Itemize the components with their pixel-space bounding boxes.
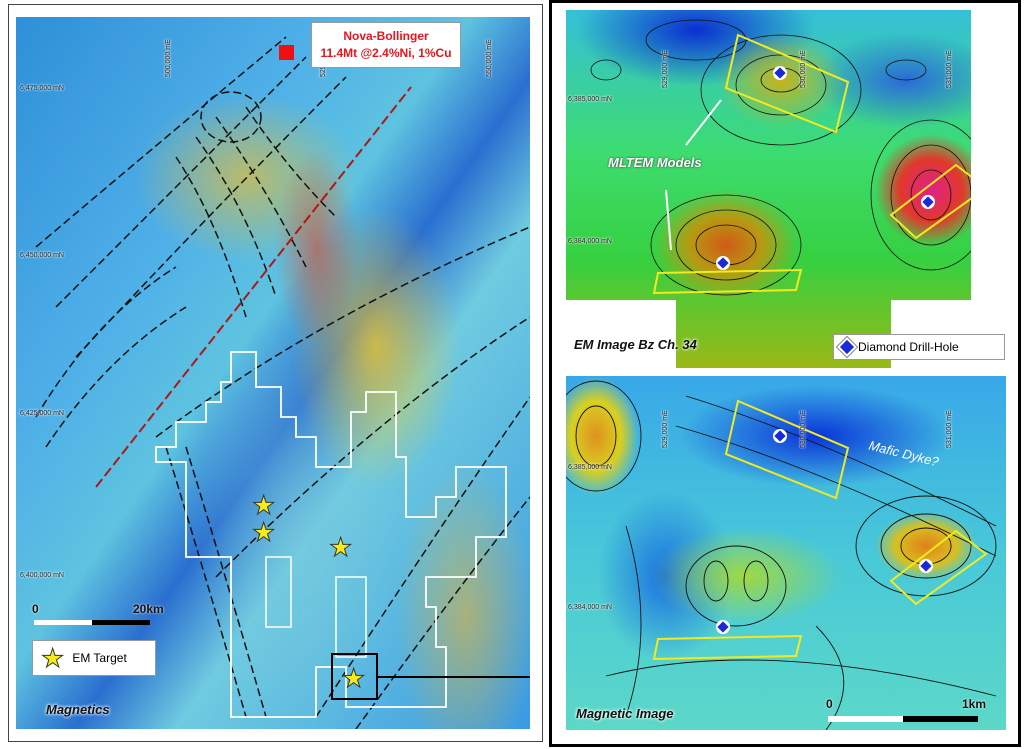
easting-label: 529,000 mE	[662, 50, 669, 88]
nova-bollinger-deposit-marker	[279, 45, 294, 60]
diamond-drill-hole-icon	[716, 256, 730, 270]
fault-line	[45, 306, 187, 448]
northing-label: 6,384,000 mN	[568, 604, 612, 611]
northing-label: 6,425,000 mN	[20, 410, 64, 417]
easting-label: 530,000 mE	[800, 50, 807, 88]
fault-line	[155, 226, 530, 438]
star-icon: ★	[40, 643, 65, 673]
fault-line	[165, 446, 247, 718]
fault-line	[215, 316, 530, 578]
fault-line	[175, 156, 247, 318]
legend-label: Diamond Drill-Hole	[858, 340, 959, 354]
diamond-drill-hole-icon	[921, 195, 935, 209]
magnetics-regional-map: 6,475,000 mN 6,450,000 mN 6,425,000 mN 6…	[16, 17, 530, 729]
deposit-callout: Nova-Bollinger 11.4Mt @2.4%Ni, 1%Cu	[311, 22, 461, 68]
deposit-grade: 11.4Mt @2.4%Ni, 1%Cu	[320, 46, 452, 60]
northing-label: 6,400,000 mN	[20, 572, 64, 579]
magnetic-contours	[566, 380, 997, 730]
northing-label: 6,475,000 mN	[20, 85, 64, 92]
northing-label: 6,385,000 mN	[568, 96, 612, 103]
em-target-star: ★	[251, 517, 276, 547]
em-legend: Diamond Drill-Hole	[833, 334, 1005, 360]
fault-line	[185, 446, 267, 718]
scale-start-label: 0	[32, 602, 39, 616]
scale-bar-black	[92, 620, 150, 625]
em-target-star: ★	[328, 532, 353, 562]
tenement-boundary	[265, 556, 367, 658]
easting-label: 500,000 mE	[165, 39, 172, 77]
tenement-boundary	[155, 351, 507, 718]
mltem-model-plate	[724, 33, 850, 134]
fault-line	[315, 396, 530, 718]
fault-line	[215, 116, 307, 268]
easting-label: 529,000 mE	[662, 410, 669, 448]
em-image-panel: 529,000 mE 530,000 mE 531,000 mE 6,385,0…	[566, 10, 971, 368]
mag-panel-title: Magnetic Image	[576, 706, 674, 721]
magnetic-image-panel: 529,000 mE 530,000 mE 531,000 mE 6,385,0…	[566, 376, 1006, 730]
diamond-drill-hole-icon	[773, 66, 787, 80]
legend-label: EM Target	[72, 651, 127, 665]
scale-bar-white	[828, 716, 903, 722]
mltem-model-plate	[889, 529, 988, 606]
northing-label: 6,450,000 mN	[20, 252, 64, 259]
deposit-name: Nova-Bollinger	[343, 29, 429, 43]
mltem-model-plate	[652, 268, 803, 295]
diamond-drill-hole-icon	[839, 339, 855, 355]
fault-line	[245, 106, 337, 218]
fault-line	[35, 36, 287, 248]
mltem-annotation: MLTEM Models	[608, 155, 702, 170]
map-title: Magnetics	[46, 702, 110, 717]
scale-bar-white	[34, 620, 92, 625]
major-fault	[95, 86, 412, 488]
northing-label: 6,384,000 mN	[568, 238, 612, 245]
easting-label: 531,000 mE	[946, 410, 953, 448]
em-target-star: ★	[251, 490, 276, 520]
structure-overlay	[35, 36, 530, 729]
em-contours	[590, 19, 971, 296]
easting-label: 530,000 mE	[800, 410, 807, 448]
easting-label: 550,000 mE	[486, 39, 493, 77]
diamond-drill-hole-icon	[919, 559, 933, 573]
diamond-drill-hole-icon	[773, 429, 787, 443]
mltem-model-plate	[889, 163, 971, 240]
fault-line	[55, 56, 307, 308]
diamond-drill-hole-icon	[716, 620, 730, 634]
scale-bar-black	[903, 716, 978, 722]
scale-end-label: 1km	[962, 697, 987, 711]
em-panel-title: EM Image Bz Ch. 34	[574, 337, 697, 352]
mltem-model-plate	[724, 399, 850, 500]
fault-line	[35, 266, 177, 418]
scale-end-label: 20km	[133, 602, 164, 616]
intrusion-outline	[200, 91, 262, 143]
em-target-star: ★	[341, 663, 366, 693]
fault-line	[355, 496, 530, 729]
scale-start-label: 0	[826, 697, 833, 711]
mltem-model-plate	[652, 634, 803, 661]
map-legend: ★ EM Target	[32, 640, 156, 676]
fault-line	[195, 136, 277, 298]
northing-label: 6,385,000 mN	[568, 464, 612, 471]
fault-line	[75, 76, 347, 358]
easting-label: 531,000 mE	[946, 50, 953, 88]
